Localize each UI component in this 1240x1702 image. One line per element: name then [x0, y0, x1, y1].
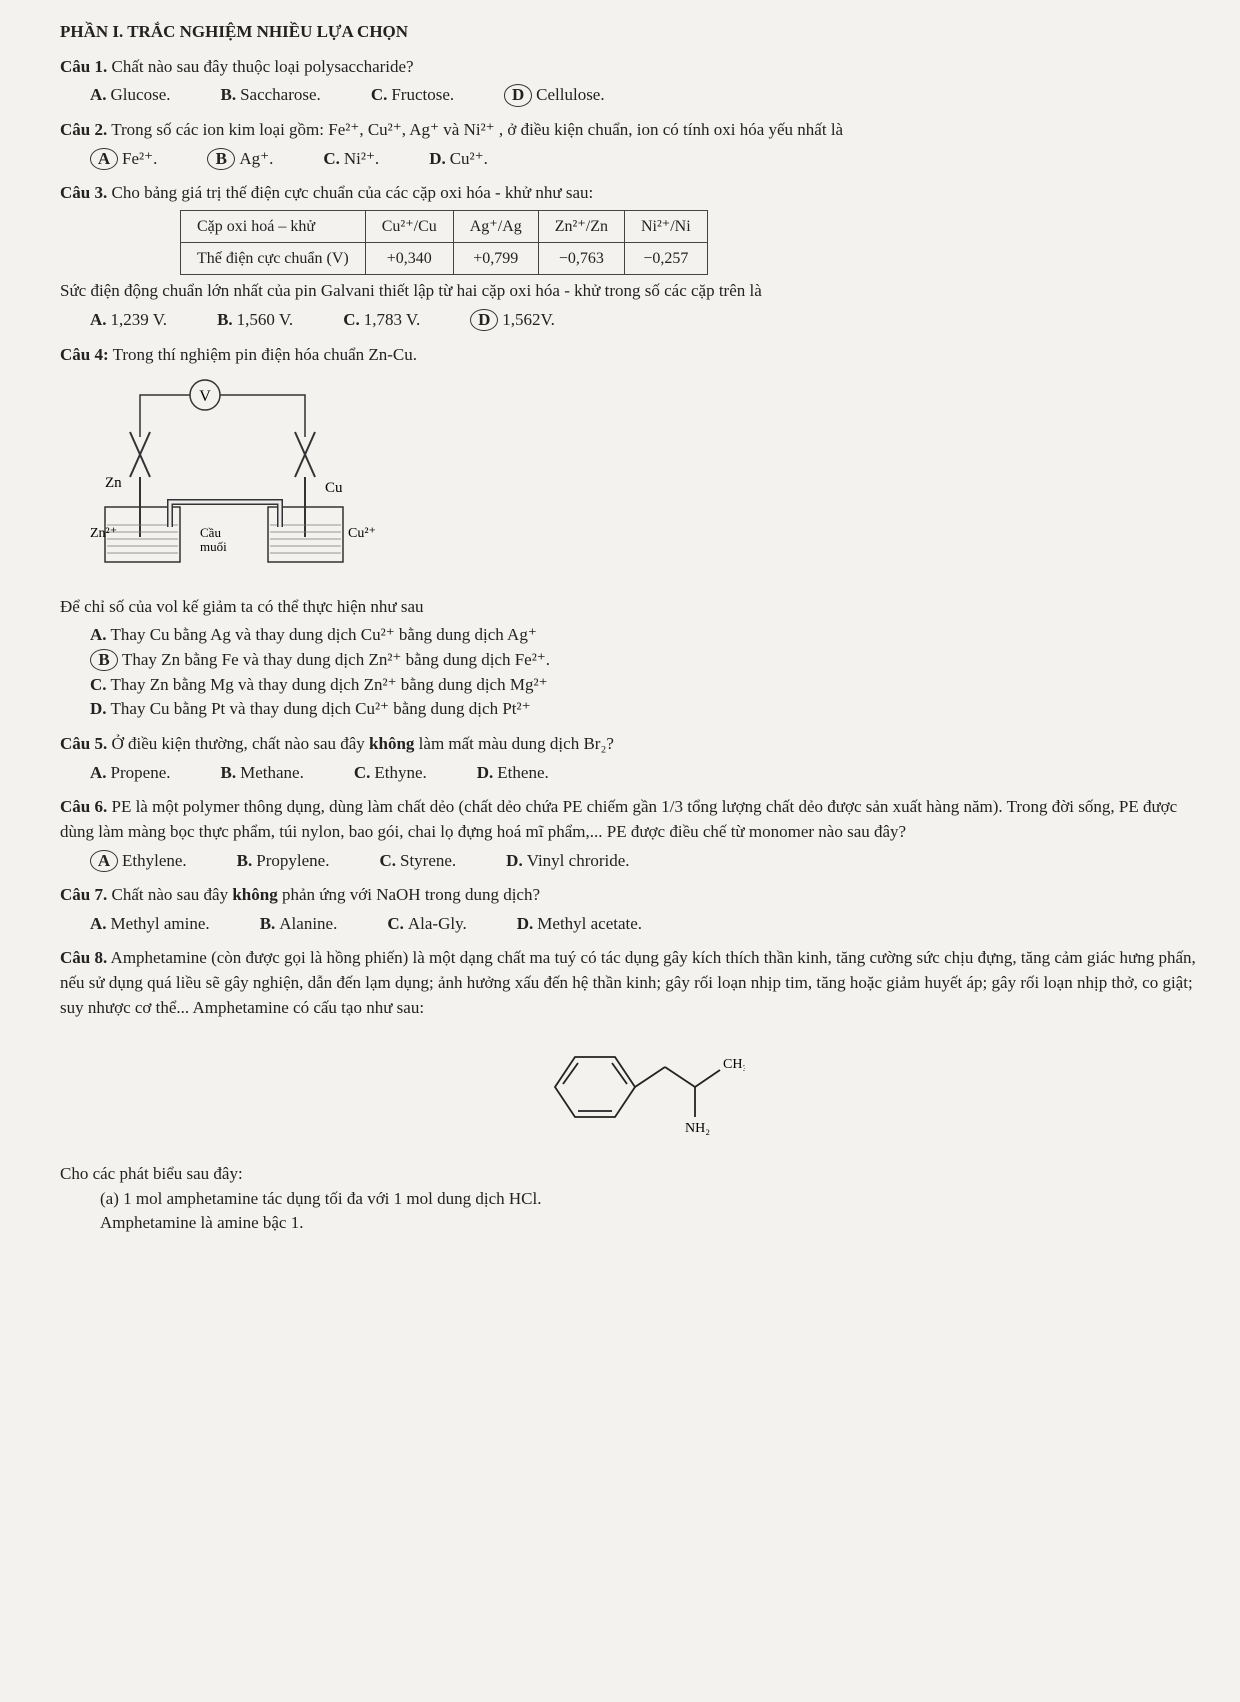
q3-table: Cặp oxi hoá – khử Cu²⁺/Cu Ag⁺/Ag Zn²⁺/Zn… [180, 210, 708, 275]
q8-structure: CH₃ NH₂ [60, 1032, 1200, 1150]
circled-a-icon: A [90, 148, 118, 170]
q3-opt-d: D1,562V. [470, 308, 555, 333]
q5-opt-b: B.Methane. [221, 761, 304, 786]
question-6: Câu 6. PE là một polymer thông dụng, dùn… [60, 795, 1200, 873]
q1-options: A.Glucose. B.Saccharose. C.Fructose. DCe… [90, 83, 1200, 108]
q3-td-2: +0,799 [453, 243, 538, 275]
q3-th-2: Ag⁺/Ag [453, 210, 538, 242]
q5-label: Câu 5. [60, 734, 107, 753]
question-5: Câu 5. Ở điều kiện thường, chất nào sau … [60, 732, 1200, 785]
q1-opt-a: A.Glucose. [90, 83, 171, 108]
q4-options: A.Thay Cu bằng Ag và thay dung dịch Cu²⁺… [90, 623, 1200, 722]
q7-opt-b: B.Alanine. [260, 912, 338, 937]
section-header: PHẦN I. TRẮC NGHIỆM NHIỀU LỰA CHỌN [60, 20, 1200, 45]
q3-td-4: −0,257 [624, 243, 707, 275]
circled-d-icon: D [470, 309, 498, 331]
q7-label: Câu 7. [60, 885, 107, 904]
q3-td-0: Thế điện cực chuẩn (V) [181, 243, 366, 275]
q4-opt-c: C.Thay Zn bằng Mg và thay dung dịch Zn²⁺… [90, 673, 1200, 698]
circled-b-icon: B [90, 649, 118, 671]
q6-label: Câu 6. [60, 797, 107, 816]
circled-a-icon: A [90, 850, 118, 872]
q5-opt-c: C.Ethyne. [354, 761, 427, 786]
q1-opt-b: B.Saccharose. [221, 83, 321, 108]
q6-options: AEthylene. B.Propylene. C.Styrene. D.Vin… [90, 849, 1200, 874]
q3-text: Cho bảng giá trị thế điện cực chuẩn của … [111, 183, 593, 202]
q8-text: Amphetamine (còn được gọi là hồng phiến)… [60, 948, 1196, 1016]
circled-d-icon: D [504, 84, 532, 106]
q5-options: A.Propene. B.Methane. C.Ethyne. D.Ethene… [90, 761, 1200, 786]
q3-options: A.1,239 V. B.1,560 V. C.1,783 V. D1,562V… [90, 308, 1200, 333]
q1-opt-c: C.Fructose. [371, 83, 454, 108]
q5-text: Ở điều kiện thường, chất nào sau đây khô… [111, 734, 613, 753]
zn2-label: Zn²⁺ [90, 526, 117, 541]
q3-opt-c: C.1,783 V. [343, 308, 420, 333]
question-1: Câu 1. Chất nào sau đây thuộc loại polys… [60, 55, 1200, 108]
q7-opt-d: D.Methyl acetate. [517, 912, 642, 937]
q4-label: Câu 4: [60, 345, 109, 364]
q4-text: Trong thí nghiệm pin điện hóa chuẩn Zn-C… [113, 345, 417, 364]
q6-opt-b: B.Propylene. [237, 849, 330, 874]
svg-text:muối: muối [200, 539, 227, 554]
q3-opt-b: B.1,560 V. [217, 308, 293, 333]
q1-label: Câu 1. [60, 57, 107, 76]
q7-options: A.Methyl amine. B.Alanine. C.Ala-Gly. D.… [90, 912, 1200, 937]
q8-sub-a: (a) 1 mol amphetamine tác dụng tối đa vớ… [100, 1187, 1200, 1212]
q2-options: AFe²⁺. BAg⁺. C.Ni²⁺. D.Cu²⁺. [90, 147, 1200, 172]
q2-opt-a: AFe²⁺. [90, 147, 157, 172]
q5-opt-d: D.Ethene. [477, 761, 549, 786]
q3-td-3: −0,763 [538, 243, 624, 275]
q6-opt-a: AEthylene. [90, 849, 187, 874]
question-2: Câu 2. Trong số các ion kim loại gồm: Fe… [60, 118, 1200, 171]
q1-text: Chất nào sau đây thuộc loại polysacchari… [111, 57, 413, 76]
q8-after: Cho các phát biểu sau đây: [60, 1162, 1200, 1187]
q5-opt-a: A.Propene. [90, 761, 171, 786]
question-4: Câu 4: Trong thí nghiệm pin điện hóa chu… [60, 343, 1200, 722]
q2-opt-b: BAg⁺. [207, 147, 273, 172]
q2-opt-c: C.Ni²⁺. [323, 147, 379, 172]
q3-th-4: Ni²⁺/Ni [624, 210, 707, 242]
q3-td-1: +0,340 [365, 243, 453, 275]
cu2-label: Cu²⁺ [348, 526, 376, 541]
nh2-label: NH₂ [685, 1121, 710, 1136]
q2-text: Trong số các ion kim loại gồm: Fe²⁺, Cu²… [111, 120, 843, 139]
q4-opt-b: BThay Zn bằng Fe và thay dung dịch Zn²⁺ … [90, 648, 1200, 673]
q7-opt-a: A.Methyl amine. [90, 912, 210, 937]
q2-opt-d: D.Cu²⁺. [429, 147, 488, 172]
q3-th-1: Cu²⁺/Cu [365, 210, 453, 242]
salt-bridge-label: Cầu [200, 525, 221, 540]
q4-diagram: V Zn Cu [90, 377, 1200, 585]
question-8: Câu 8. Amphetamine (còn được gọi là hồng… [60, 946, 1200, 1235]
q6-opt-d: D.Vinyl chroride. [506, 849, 629, 874]
q7-text: Chất nào sau đây không phản ứng với NaOH… [111, 885, 540, 904]
zn-label: Zn [105, 475, 122, 491]
q6-opt-c: C.Styrene. [379, 849, 456, 874]
q2-label: Câu 2. [60, 120, 107, 139]
q3-th-3: Zn²⁺/Zn [538, 210, 624, 242]
circled-b-icon: B [207, 148, 235, 170]
q4-opt-a: A.Thay Cu bằng Ag và thay dung dịch Cu²⁺… [90, 623, 1200, 648]
q8-label: Câu 8. [60, 948, 107, 967]
q4-after: Để chỉ số của vol kế giảm ta có thể thực… [60, 595, 1200, 620]
voltmeter-label: V [199, 388, 211, 405]
question-3: Câu 3. Cho bảng giá trị thế điện cực chu… [60, 181, 1200, 332]
ch3-label: CH₃ [723, 1057, 745, 1072]
cu-label: Cu [325, 480, 343, 496]
q3-opt-a: A.1,239 V. [90, 308, 167, 333]
q7-opt-c: C.Ala-Gly. [387, 912, 466, 937]
q3-label: Câu 3. [60, 183, 107, 202]
q3-th-0: Cặp oxi hoá – khử [181, 210, 366, 242]
question-7: Câu 7. Chất nào sau đây không phản ứng v… [60, 883, 1200, 936]
q6-text: PE là một polymer thông dụng, dùng làm c… [60, 797, 1177, 841]
q3-after: Sức điện động chuẩn lớn nhất của pin Gal… [60, 279, 1200, 304]
q1-opt-d: DCellulose. [504, 83, 604, 108]
q8-sub-b: Amphetamine là amine bậc 1. [100, 1211, 1200, 1236]
q4-opt-d: D.Thay Cu bằng Pt và thay dung dịch Cu²⁺… [90, 697, 1200, 722]
